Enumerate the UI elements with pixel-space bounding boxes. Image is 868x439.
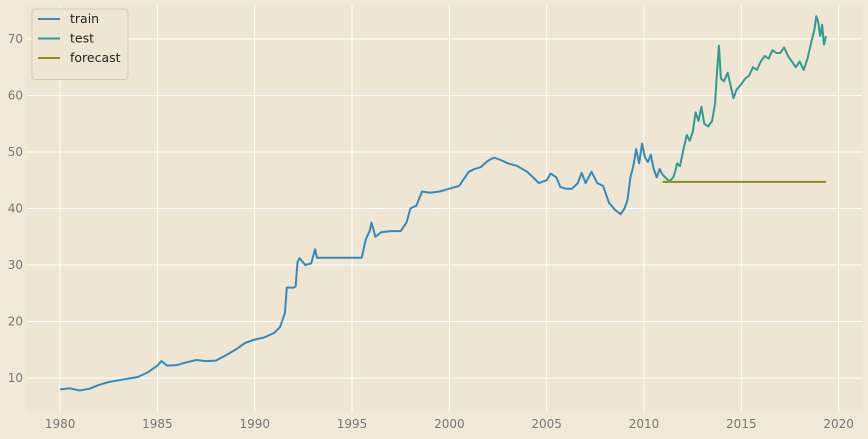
x-tick-label: 1985 [142, 417, 173, 431]
series-line-train [59, 142, 664, 392]
y-tick-label: 10 [8, 371, 23, 385]
series-lines [59, 15, 827, 392]
y-tick-label: 30 [8, 258, 23, 272]
x-tick-label: 1995 [337, 417, 368, 431]
y-tick-label: 40 [8, 202, 23, 216]
y-tick-label: 20 [8, 315, 23, 329]
y-tick-label: 60 [8, 88, 23, 102]
legend: train test forecast [31, 8, 129, 80]
legend-label-train: train [70, 11, 99, 26]
x-tick-label: 2005 [531, 417, 562, 431]
legend-label-test: test [70, 31, 94, 46]
axis-ticks: 1980 1985 1990 1995 2000 2005 2010 2015 2020 10 20… [8, 32, 854, 431]
y-tick-label: 70 [8, 32, 23, 46]
x-tick-label: 2010 [629, 417, 660, 431]
x-tick-label: 2015 [726, 417, 757, 431]
series-line-test [661, 15, 827, 183]
grid-lines [27, 5, 862, 412]
x-tick-label: 2020 [823, 417, 854, 431]
legend-label-forecast: forecast [70, 50, 121, 65]
x-tick-label: 2000 [434, 417, 465, 431]
legend-box [31, 8, 129, 80]
y-tick-label: 50 [8, 145, 23, 159]
x-tick-label: 1990 [239, 417, 270, 431]
x-tick-label: 1980 [45, 417, 76, 431]
